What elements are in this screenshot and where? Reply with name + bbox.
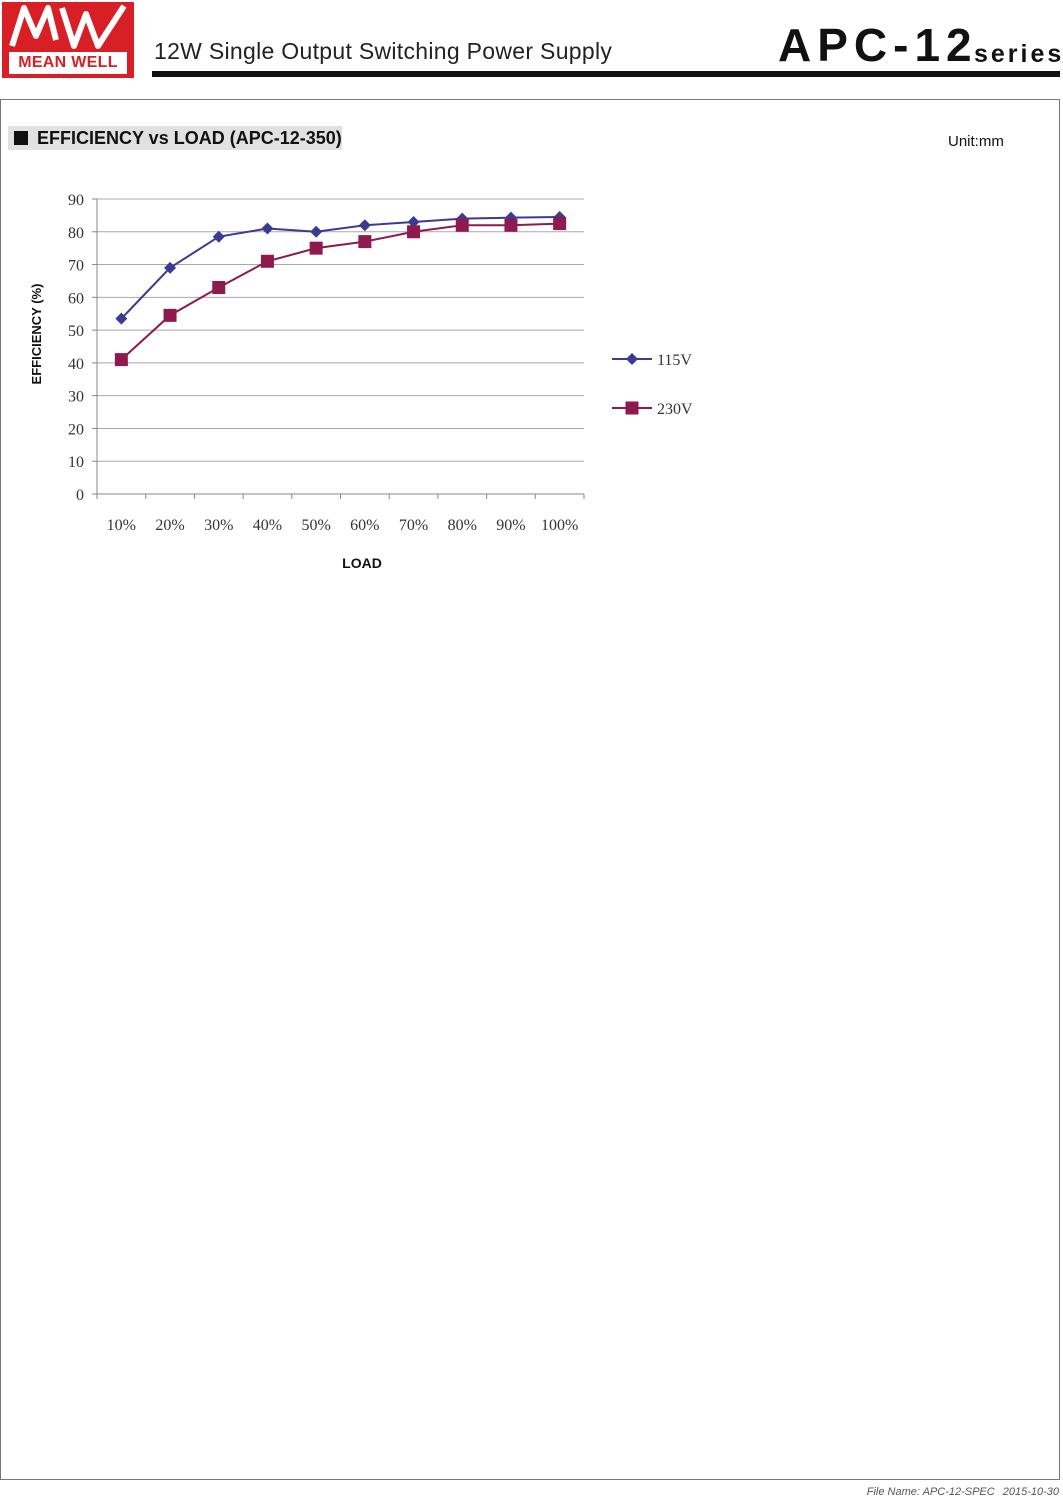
x-tick-label: 100% <box>541 517 578 534</box>
data-point-square <box>455 218 469 232</box>
data-point-square <box>163 308 177 322</box>
series-line <box>120 216 560 320</box>
x-tick-label: 40% <box>253 517 282 534</box>
x-tick-label: 10% <box>107 517 136 534</box>
unit-label: Unit:mm <box>948 133 1004 150</box>
document-subtitle: 12W Single Output Switching Power Supply <box>154 38 613 64</box>
data-point-square <box>212 281 226 294</box>
footer-file-name: File Name: APC-12-SPEC <box>866 1486 995 1498</box>
y-tick-label: 20 <box>68 421 84 438</box>
data-point-square <box>309 241 323 255</box>
y-tick-label: 50 <box>68 323 84 340</box>
legend-label: 230V <box>657 401 693 418</box>
x-tick-label: 50% <box>301 517 330 534</box>
data-point-diamond <box>115 312 128 325</box>
series-line <box>120 222 560 361</box>
chart-axes <box>92 198 585 499</box>
data-point-square <box>114 353 128 367</box>
y-tick-label: 60 <box>68 290 84 307</box>
data-point-square <box>260 254 274 268</box>
legend-item: 230V <box>612 401 693 418</box>
y-tick-label: 0 <box>76 487 84 504</box>
y-axis-label: EFFICIENCY (%) <box>29 284 44 385</box>
y-tick-label: 30 <box>68 389 84 406</box>
x-tick-label: 90% <box>496 517 525 534</box>
data-point-square <box>407 225 421 239</box>
y-tick-label: 80 <box>68 225 84 242</box>
chart-series <box>114 211 567 367</box>
model-name: APC-12 <box>778 19 978 71</box>
x-tick-label: 70% <box>399 517 428 534</box>
data-point-square <box>553 217 567 231</box>
bullet-square-icon <box>14 131 28 145</box>
footer-date: 2015-10-30 <box>1002 1486 1059 1498</box>
chart-legend: 115V 230V <box>612 352 693 418</box>
y-tick-label: 70 <box>68 258 84 275</box>
y-tick-labels: 0 10 20 30 40 50 60 70 80 90 <box>68 192 84 504</box>
chart-grid <box>97 198 584 462</box>
data-point-diamond <box>310 225 323 238</box>
section-title: EFFICIENCY vs LOAD (APC-12-350) <box>37 128 342 148</box>
x-tick-label: 60% <box>350 517 379 534</box>
data-point-diamond <box>626 353 638 365</box>
x-axis-label: LOAD <box>342 555 382 571</box>
data-point-diamond <box>212 230 225 243</box>
legend-item: 115V <box>612 352 692 369</box>
mw-logo-mark <box>9 4 127 49</box>
y-tick-label: 40 <box>68 356 84 373</box>
footer: File Name: APC-12-SPEC 2015-10-30 <box>859 1486 1059 1498</box>
x-tick-label: 80% <box>448 517 477 534</box>
y-tick-label: 90 <box>68 192 84 209</box>
series-label: series <box>974 40 1063 68</box>
data-point-diamond <box>261 222 274 235</box>
data-point-diamond <box>164 261 177 274</box>
section-title-bar: EFFICIENCY vs LOAD (APC-12-350) <box>8 126 342 150</box>
series-230V <box>114 217 567 367</box>
y-tick-label: 10 <box>68 454 84 471</box>
x-tick-labels: 10% 20% 30% 40% 50% 60% 70% 80% 90% 100% <box>107 517 579 534</box>
legend-label: 115V <box>657 352 692 369</box>
data-point-diamond <box>358 219 371 232</box>
data-point-square <box>504 218 518 232</box>
mean-well-logo: MEAN WELL <box>2 2 134 78</box>
efficiency-chart: 0 10 20 30 40 50 60 70 80 90 10% 20% 30% 40% 50% 60% 70… <box>29 192 693 571</box>
x-tick-label: 20% <box>155 517 184 534</box>
data-point-diamond <box>407 215 420 228</box>
x-tick-label: 30% <box>204 517 233 534</box>
logo-text: MEAN WELL <box>9 52 127 74</box>
page-frame <box>0 99 1060 1480</box>
data-point-square <box>358 235 372 249</box>
header-rule <box>152 71 1060 77</box>
data-point-square <box>625 401 639 415</box>
